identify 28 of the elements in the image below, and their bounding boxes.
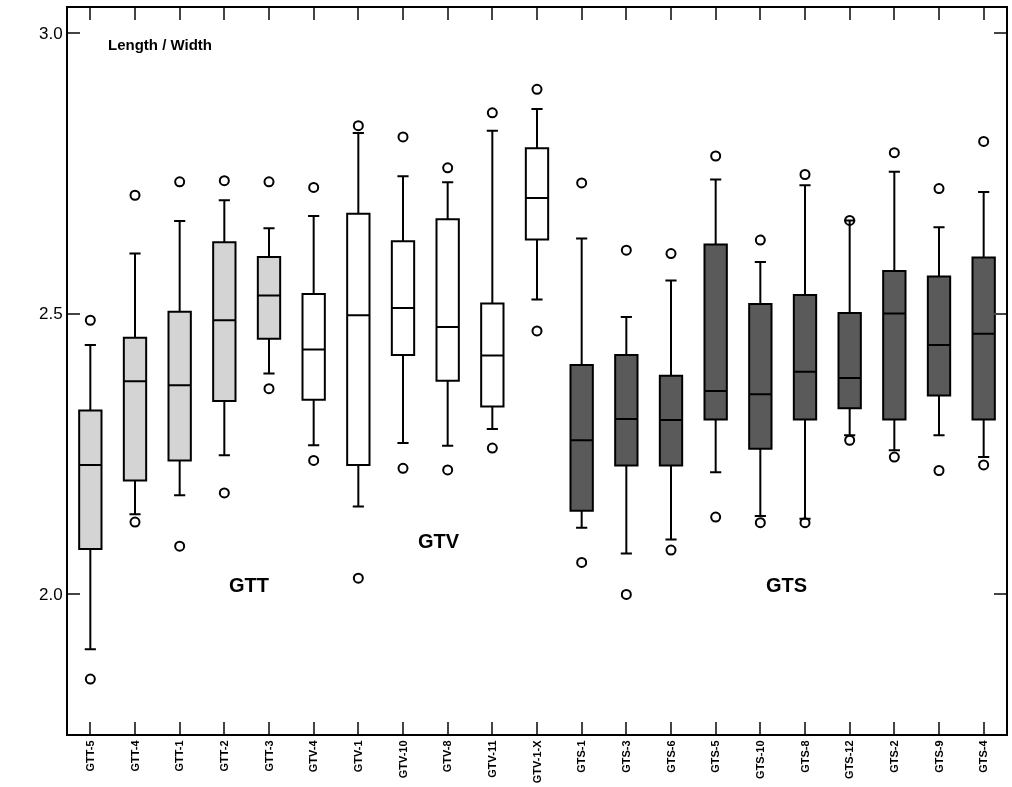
x-tick-label: GTS-1 <box>575 740 588 773</box>
y-tick-label: 2.5 <box>38 304 63 324</box>
x-tick-label: GTT-2 <box>217 740 230 772</box>
x-tick-label: GTT-3 <box>262 740 275 772</box>
annotation: GTT <box>229 574 269 596</box>
x-tick-label: GTS-2 <box>887 740 900 773</box>
x-tick-label: GTV-11 <box>485 740 498 778</box>
x-tick-label: GTV-4 <box>307 739 320 773</box>
x-tick-label: GTT-1 <box>173 740 186 772</box>
annotation: GTS <box>766 574 808 596</box>
x-tick-label: GTV-10 <box>396 740 409 779</box>
x-tick-label: GTT-4 <box>128 739 141 772</box>
x-tick-label: GTS-10 <box>753 740 766 779</box>
y-tick-label: 2.0 <box>38 584 63 604</box>
x-tick-label: GTS-9 <box>932 740 945 773</box>
x-tick-label: GTV-1 <box>351 740 364 773</box>
x-tick-label: GTV-1-X <box>530 739 543 784</box>
x-tick-label: GTS-6 <box>664 740 677 773</box>
x-tick-label: GTS-8 <box>798 740 811 773</box>
text: Length / Width <box>108 36 213 53</box>
annotation: GTV <box>418 530 460 552</box>
x-tick-label: GTV-8 <box>441 740 454 773</box>
x-tick-label: GTS-5 <box>709 740 722 773</box>
x-tick-label: GTS-4 <box>977 739 990 773</box>
x-tick-label: GTS-3 <box>619 740 632 773</box>
x-tick-label: GTT-5 <box>83 740 96 772</box>
y-tick-label: 3.0 <box>38 24 63 44</box>
x-tick-label: GTS-12 <box>843 740 856 779</box>
